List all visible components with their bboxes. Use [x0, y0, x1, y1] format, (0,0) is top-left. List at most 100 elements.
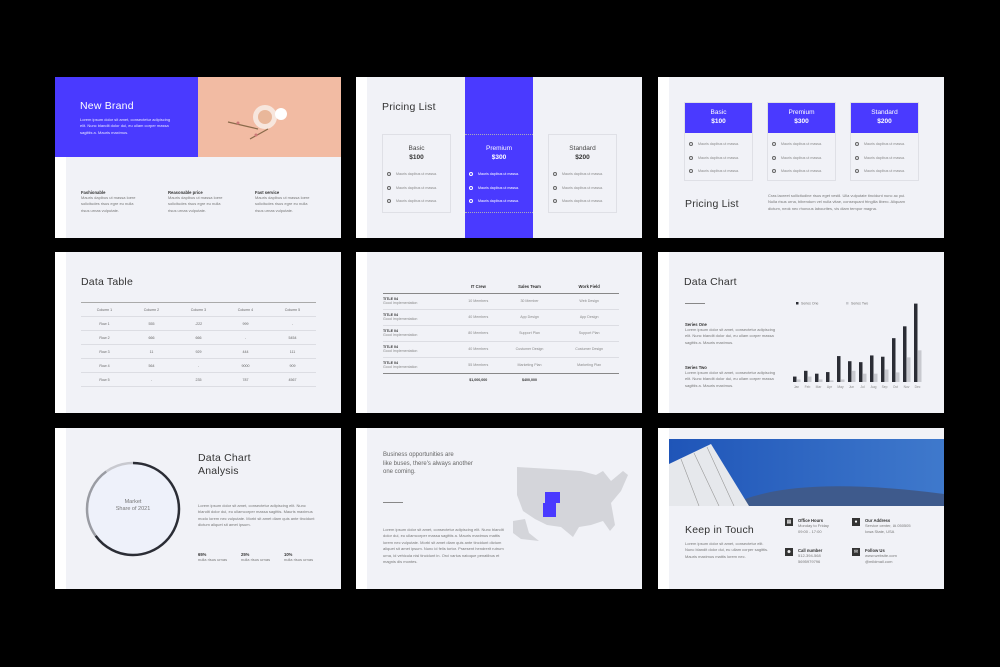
highlighted-state-new-mexico[interactable]: [543, 503, 556, 517]
feature-title: Reasonable price: [168, 190, 203, 195]
table-cell: -: [175, 358, 222, 373]
quote: Business opportunities are like buses, th…: [383, 452, 473, 475]
plan-name: Basic: [710, 109, 727, 116]
plan-header: [685, 103, 752, 133]
table-row: TITLE 04 Good Implementation 10 Members 30 …: [383, 293, 619, 310]
highlighted-state-colorado[interactable]: [545, 492, 560, 503]
slide-title: New Brand: [80, 100, 134, 112]
slide-title: Data Table: [81, 276, 134, 288]
table-row: Row 5-235 787 4567: [81, 372, 316, 387]
column-header: IT Crew: [456, 281, 500, 294]
check-circle-icon: [772, 142, 776, 146]
column-header: Column 3: [175, 302, 222, 317]
table-cell: Marketing Plan: [559, 357, 619, 374]
slide-data-table[interactable]: Data Table Column 1 Column 2 Column 3 Colum…: [55, 252, 341, 413]
analysis-text: Lorem ipsum dolor sit amet, consectetur …: [198, 503, 315, 528]
slide-keep-in-touch[interactable]: Keep in Touch Lorem ipsum dolor sit amet…: [658, 428, 944, 589]
plan-feature: Mauris dapibus ut massa.: [855, 156, 905, 160]
plan-basic[interactable]: Basic $100 Mauris dapibus ut massa. Maur…: [684, 102, 753, 181]
table-row: TITLE 04 Good Implementation 55 Members Mar…: [383, 357, 619, 374]
x-tick-label: Nov: [904, 385, 910, 389]
plan-price: $200: [575, 154, 590, 161]
check-circle-icon: [469, 199, 473, 203]
table-cell: Row 5: [81, 372, 128, 387]
bar-series-one-jan: [793, 376, 797, 382]
x-tick-label: May: [837, 385, 844, 389]
x-tick-label: Jun: [849, 385, 854, 389]
slide-title: Pricing List: [382, 101, 436, 113]
table-cell: 787: [222, 372, 269, 387]
table-cell: 999: [222, 316, 269, 331]
bar-series-two-aug: [874, 373, 878, 382]
usa-map: [513, 467, 628, 541]
divider: [383, 502, 403, 503]
row-title: TITLE 04 Good Implementation: [383, 341, 457, 358]
plan-basic[interactable]: Basic $100 Mauris dapibus ut massa. Maur…: [382, 134, 451, 213]
table-row: TITLE 04 Good Implementation 80 Members Sup…: [383, 325, 619, 342]
check-circle-icon: [772, 169, 776, 173]
slide-pricing-cards[interactable]: Basic $100 Mauris dapibus ut massa. Maur…: [658, 77, 944, 238]
slide-map[interactable]: Business opportunities are like buses, th…: [356, 428, 642, 589]
slide-team-table[interactable]: IT Crew Sales Team Work Field TITLE 04 Good …: [356, 252, 642, 413]
side-strip: [55, 252, 66, 413]
x-tick-label: Oct: [893, 385, 898, 389]
x-tick-label: Feb: [805, 385, 811, 389]
plan-feature: Mauris dapibus ut massa.: [772, 169, 822, 173]
table-cell: 4567: [269, 372, 316, 387]
table-cell: Web Design: [559, 293, 619, 310]
slide-data-chart[interactable]: Data Chart Series One Lorem ipsum dolor s…: [658, 252, 944, 413]
slide-new-brand[interactable]: New Brand Lorem ipsum dolor sit amet, co…: [55, 77, 341, 238]
plan-premium[interactable]: Premium $300 Mauris dapibus ut massa. Ma…: [767, 102, 836, 181]
stat-3: 10% nulla risus urnas: [284, 552, 314, 562]
brand-panel: [55, 77, 198, 157]
table-cell: 40 Members: [456, 309, 500, 326]
plan-premium[interactable]: Premium $300 Mauris dapibus ut massa. Ma…: [465, 134, 533, 213]
bar-series-one-aug: [870, 355, 874, 382]
bar-series-one-feb: [804, 370, 808, 382]
plan-price: $100: [711, 118, 726, 125]
column-header: Column 2: [128, 302, 175, 317]
x-tick-label: Apr: [827, 385, 833, 389]
table-cell: -: [128, 372, 175, 387]
alaska-shape: [513, 519, 539, 541]
series-one-text: Lorem ipsum dolor sit amet, consectetur …: [685, 327, 776, 345]
table-row: Row 1 555 -222 999-: [81, 316, 316, 331]
x-tick-label: Jul: [860, 385, 864, 389]
column-header: Column 1: [81, 302, 128, 317]
bar-series-one-sep: [881, 356, 885, 382]
plan-price: $100: [409, 154, 424, 161]
plan-standard[interactable]: Standard $200 Mauris dapibus ut massa. M…: [850, 102, 919, 181]
plan-standard[interactable]: Standard $200 Mauris dapibus ut massa. M…: [548, 134, 617, 213]
stat-2: 25% nulla risus urnas: [241, 552, 271, 562]
feature-3: Fast service Mauris dapibus ut massa loer…: [255, 190, 315, 214]
table-cell: -: [269, 316, 316, 331]
legend-swatch: [796, 302, 799, 305]
plan-name: Basic: [408, 145, 425, 152]
bar-series-two-jan: [797, 379, 801, 382]
plan-feature: Mauris dapibus ut massa.: [387, 199, 437, 203]
team-table: IT Crew Sales Team Work Field TITLE 04 Good …: [383, 281, 619, 387]
slide-data-analysis[interactable]: Market Share of 2021 Data Chart Analysis L…: [55, 428, 341, 589]
intro-text: Lorem ipsum dolor sit amet, consectetur …: [80, 117, 171, 135]
plan-feature: Mauris dapibus ut massa.: [469, 199, 519, 203]
bar-series-two-dec: [918, 350, 922, 382]
slide-title: Data Chart Analysis: [198, 452, 251, 477]
feature-text: Mauris dapibus ut massa loere solicitude…: [168, 195, 223, 213]
bar-series-two-mar: [819, 379, 823, 382]
row-title: TITLE 04 Good Implementation: [383, 325, 457, 342]
bar-series-one-may: [837, 356, 841, 382]
ring-fill: [87, 463, 179, 555]
column-header: Column 4: [222, 302, 269, 317]
table-row: TITLE 04 Good Implementation 40 Members Cus…: [383, 341, 619, 358]
contact-address: ● Our Address Service center, IA 050505 Iow…: [852, 518, 911, 536]
check-circle-icon: [387, 186, 391, 190]
slide-pricing-list[interactable]: Pricing List Basic $100 Mauris dapibus u…: [356, 77, 642, 238]
table-cell: 666: [128, 330, 175, 345]
plan-price: $300: [491, 154, 507, 161]
bar-series-two-apr: [830, 380, 834, 382]
totals-row: $1,000,000 $400,000: [383, 373, 619, 387]
plan-name: Standard: [569, 145, 596, 152]
column-header: Sales Team: [499, 281, 560, 294]
bar-chart: Series One Series Two Jan Feb Mar Apr May Jun Ju…: [793, 302, 922, 389]
table-cell: 10 Members: [456, 293, 500, 310]
